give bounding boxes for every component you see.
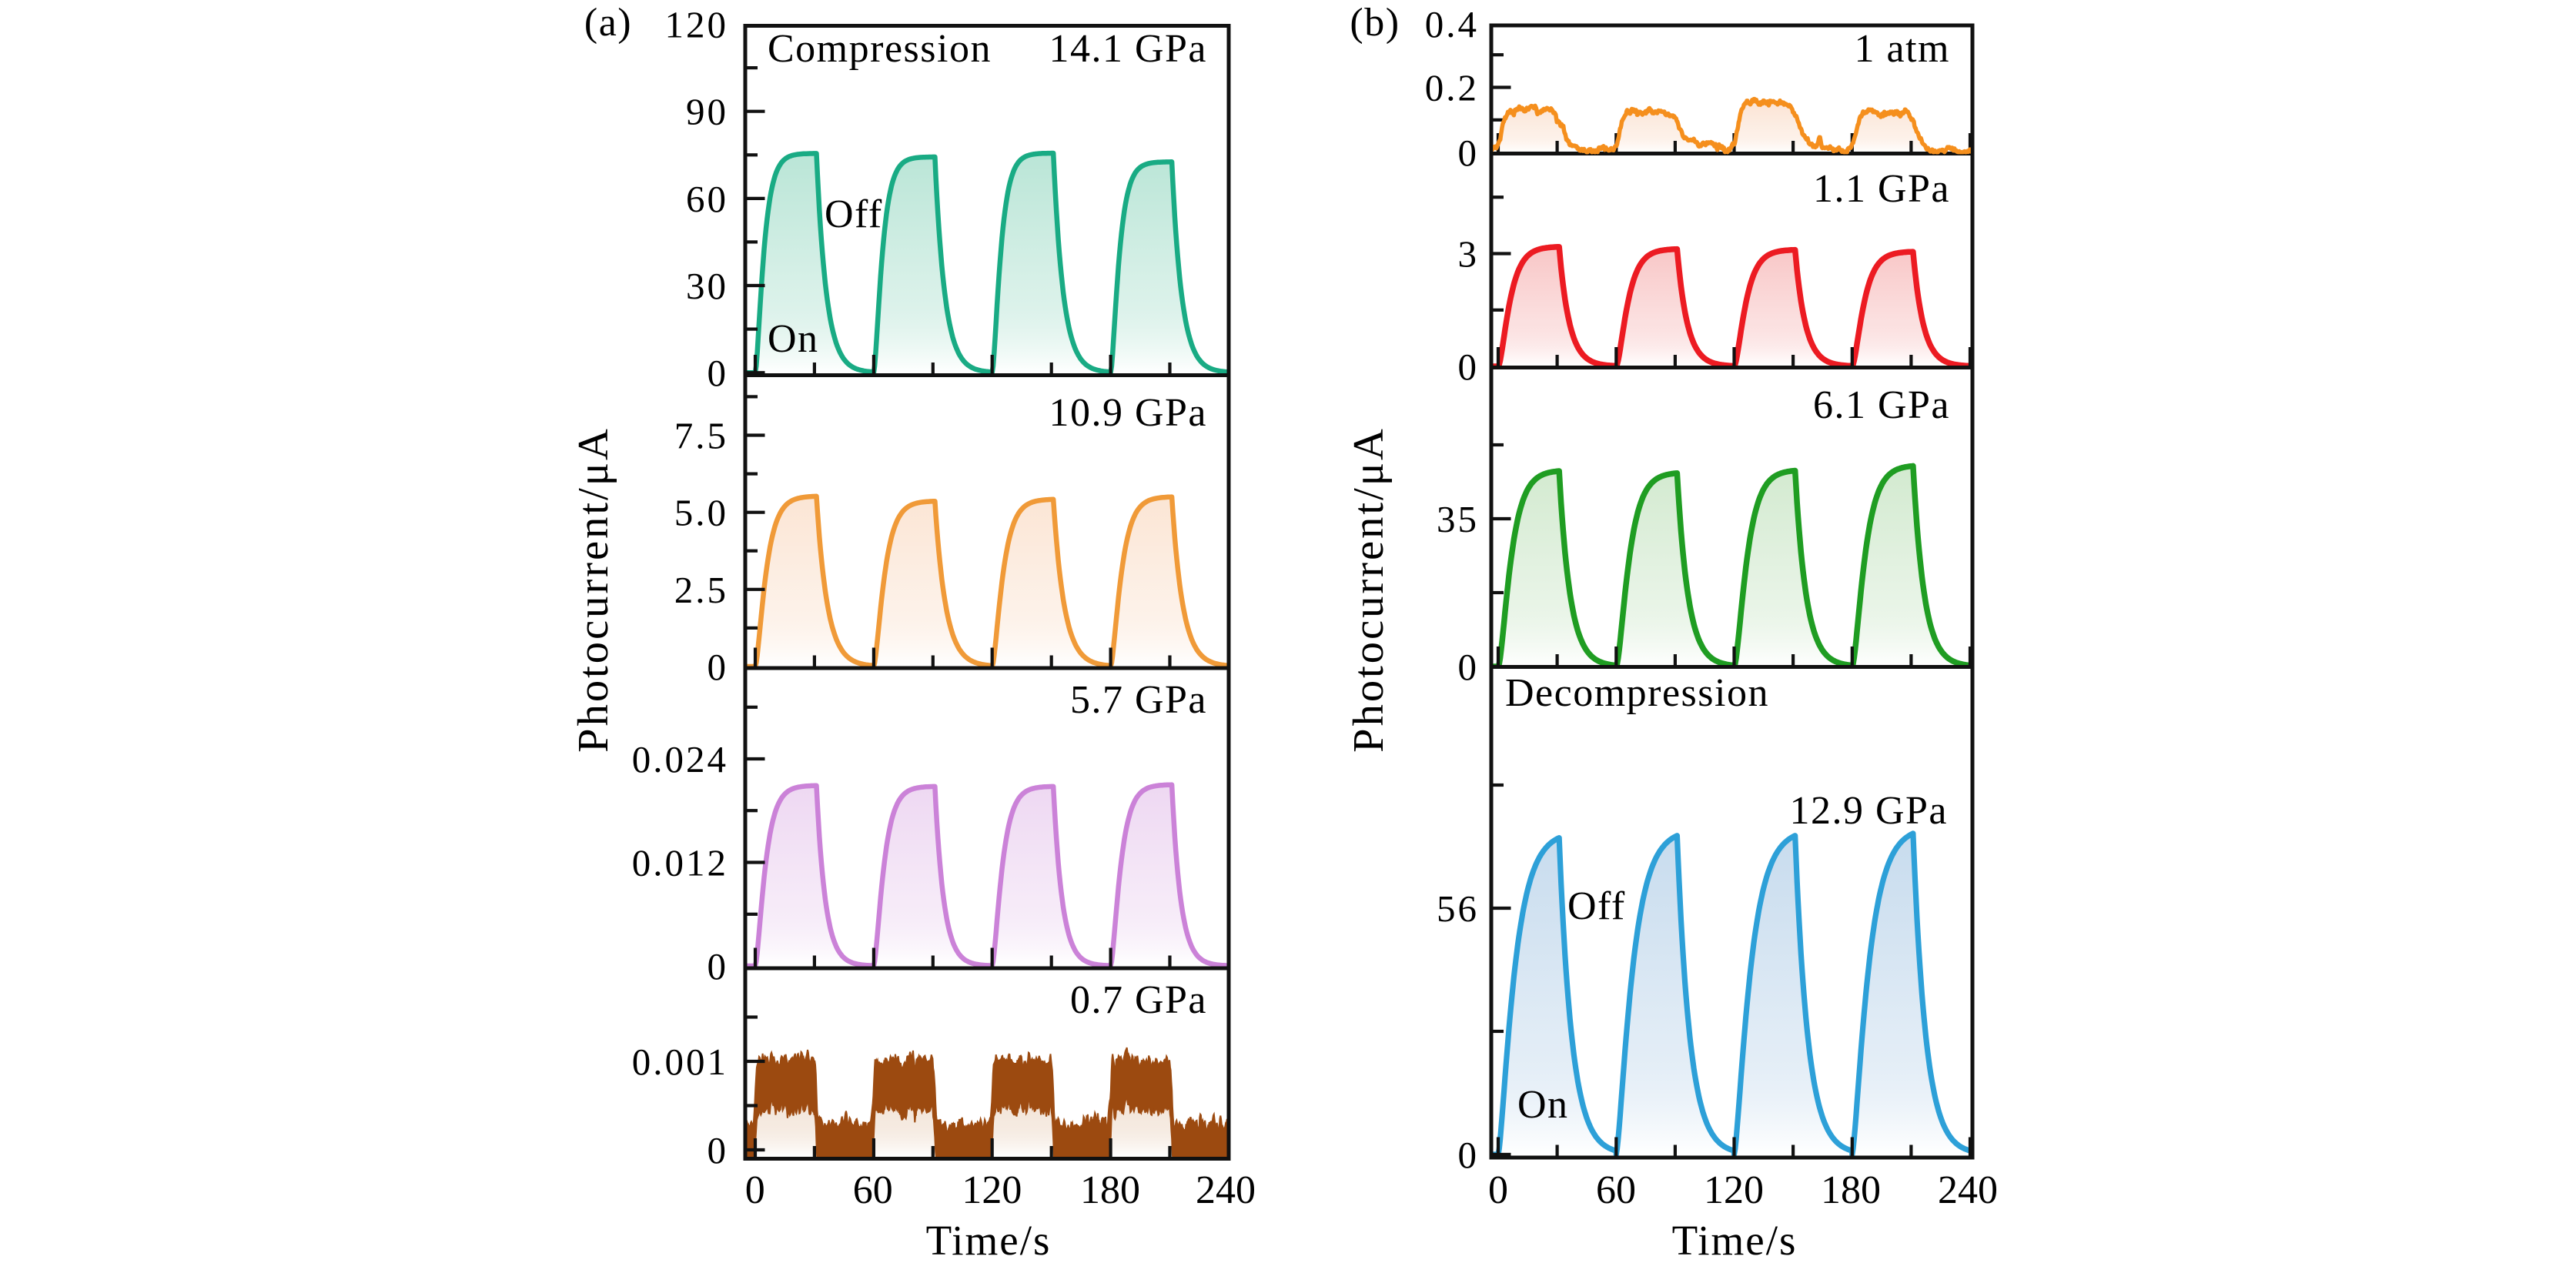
svg-text:0: 0 xyxy=(708,945,729,987)
svg-text:Time/s: Time/s xyxy=(1672,1217,1798,1264)
svg-text:0.001: 0.001 xyxy=(632,1041,728,1083)
svg-text:35: 35 xyxy=(1437,498,1479,540)
svg-text:180: 180 xyxy=(1080,1168,1140,1212)
svg-text:0.4: 0.4 xyxy=(1425,3,1479,45)
svg-text:6.1 GPa: 6.1 GPa xyxy=(1813,383,1950,427)
svg-text:Photocurrent/μA: Photocurrent/μA xyxy=(570,426,617,753)
svg-text:180: 180 xyxy=(1821,1168,1881,1212)
svg-text:0: 0 xyxy=(1458,346,1480,388)
svg-text:120: 120 xyxy=(665,4,729,46)
svg-text:1 atm: 1 atm xyxy=(1855,27,1950,71)
svg-text:0: 0 xyxy=(1458,132,1480,174)
svg-text:240: 240 xyxy=(1196,1168,1256,1212)
svg-text:1.1 GPa: 1.1 GPa xyxy=(1813,167,1950,211)
svg-text:0: 0 xyxy=(708,1129,729,1171)
svg-text:240: 240 xyxy=(1938,1168,1998,1212)
svg-text:Time/s: Time/s xyxy=(926,1217,1052,1264)
svg-text:120: 120 xyxy=(962,1168,1022,1212)
svg-text:0.7 GPa: 0.7 GPa xyxy=(1070,978,1207,1022)
svg-text:5.7 GPa: 5.7 GPa xyxy=(1070,678,1207,722)
svg-text:120: 120 xyxy=(1704,1168,1764,1212)
svg-text:0: 0 xyxy=(1488,1168,1508,1212)
svg-text:Off: Off xyxy=(1567,884,1626,928)
svg-text:0: 0 xyxy=(1458,646,1480,688)
svg-text:14.1 GPa: 14.1 GPa xyxy=(1049,27,1207,71)
svg-text:56: 56 xyxy=(1437,887,1479,930)
svg-text:90: 90 xyxy=(686,91,728,133)
svg-text:0.2: 0.2 xyxy=(1425,67,1479,109)
svg-text:0: 0 xyxy=(708,646,729,688)
svg-text:60: 60 xyxy=(1596,1168,1636,1212)
svg-text:5.0: 5.0 xyxy=(674,492,728,534)
svg-text:(a): (a) xyxy=(584,1,632,45)
svg-text:0.024: 0.024 xyxy=(632,738,728,780)
svg-text:Compression: Compression xyxy=(768,27,992,71)
svg-text:On: On xyxy=(1517,1083,1569,1127)
svg-text:Photocurrent/μA: Photocurrent/μA xyxy=(1345,426,1393,753)
svg-text:2.5: 2.5 xyxy=(674,569,728,611)
svg-text:0: 0 xyxy=(708,352,729,394)
svg-text:(b): (b) xyxy=(1350,1,1400,45)
svg-text:0: 0 xyxy=(745,1168,765,1212)
svg-text:60: 60 xyxy=(686,178,728,220)
svg-text:0: 0 xyxy=(1458,1134,1480,1176)
svg-text:12.9 GPa: 12.9 GPa xyxy=(1789,789,1948,833)
svg-text:On: On xyxy=(768,317,819,361)
svg-text:10.9 GPa: 10.9 GPa xyxy=(1049,391,1207,435)
svg-text:0.012: 0.012 xyxy=(632,842,728,884)
svg-text:7.5: 7.5 xyxy=(674,415,728,457)
svg-text:30: 30 xyxy=(686,265,728,307)
svg-text:Decompression: Decompression xyxy=(1505,671,1769,715)
svg-text:60: 60 xyxy=(853,1168,893,1212)
svg-text:Off: Off xyxy=(825,192,883,236)
svg-text:3: 3 xyxy=(1458,233,1480,276)
